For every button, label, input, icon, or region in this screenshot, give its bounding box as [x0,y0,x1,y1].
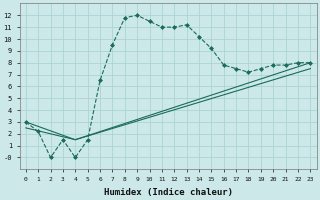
X-axis label: Humidex (Indice chaleur): Humidex (Indice chaleur) [104,188,233,197]
